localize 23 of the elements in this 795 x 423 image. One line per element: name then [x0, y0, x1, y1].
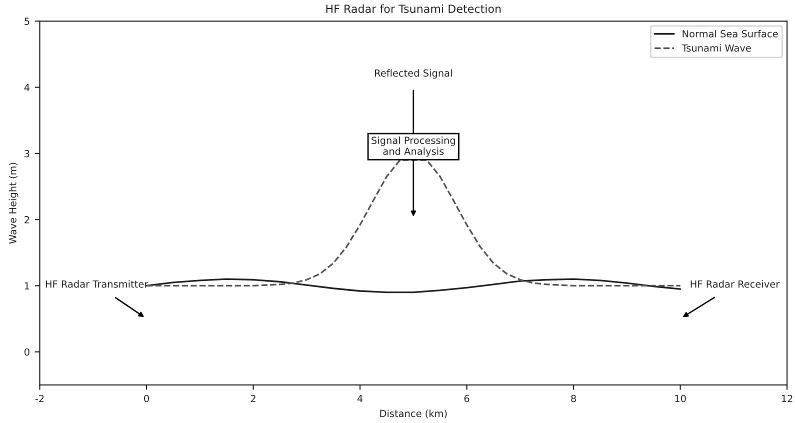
x-tick-label: 8: [571, 394, 576, 402]
y-tick-label: 4: [24, 84, 30, 91]
chart-title: HF Radar for Tsunami Detection: [326, 4, 501, 13]
annotation: Reflected Signal: [375, 69, 452, 79]
y-tick-label: 3: [24, 150, 30, 158]
annotation: HF Radar Receiver: [690, 280, 780, 288]
y-tick-label: 1: [24, 282, 30, 290]
y-tick-label: 2: [24, 216, 30, 224]
y-tick-label: 5: [24, 18, 30, 25]
annotation: HF Radar Transmitter: [46, 280, 148, 288]
x-tick-label: 2: [250, 394, 256, 402]
x-tick-label: 4: [357, 394, 363, 402]
x-tick-label: 12: [782, 394, 792, 402]
x-tick-label: 6: [464, 394, 470, 402]
y-axis-title: Wave Height (m): [8, 162, 18, 244]
x-tick-label: 0: [144, 394, 149, 402]
x-axis-title: Distance (km): [380, 410, 447, 418]
x-tick-label: -2: [35, 394, 44, 402]
annotation: Signal Processing and Analysis: [372, 136, 455, 157]
legend-label: Normal Sea Surface: [682, 30, 778, 38]
legend-label: Tsunami Wave: [682, 44, 751, 52]
x-tick-label: 10: [675, 394, 686, 402]
y-tick-label: 0: [24, 348, 30, 356]
